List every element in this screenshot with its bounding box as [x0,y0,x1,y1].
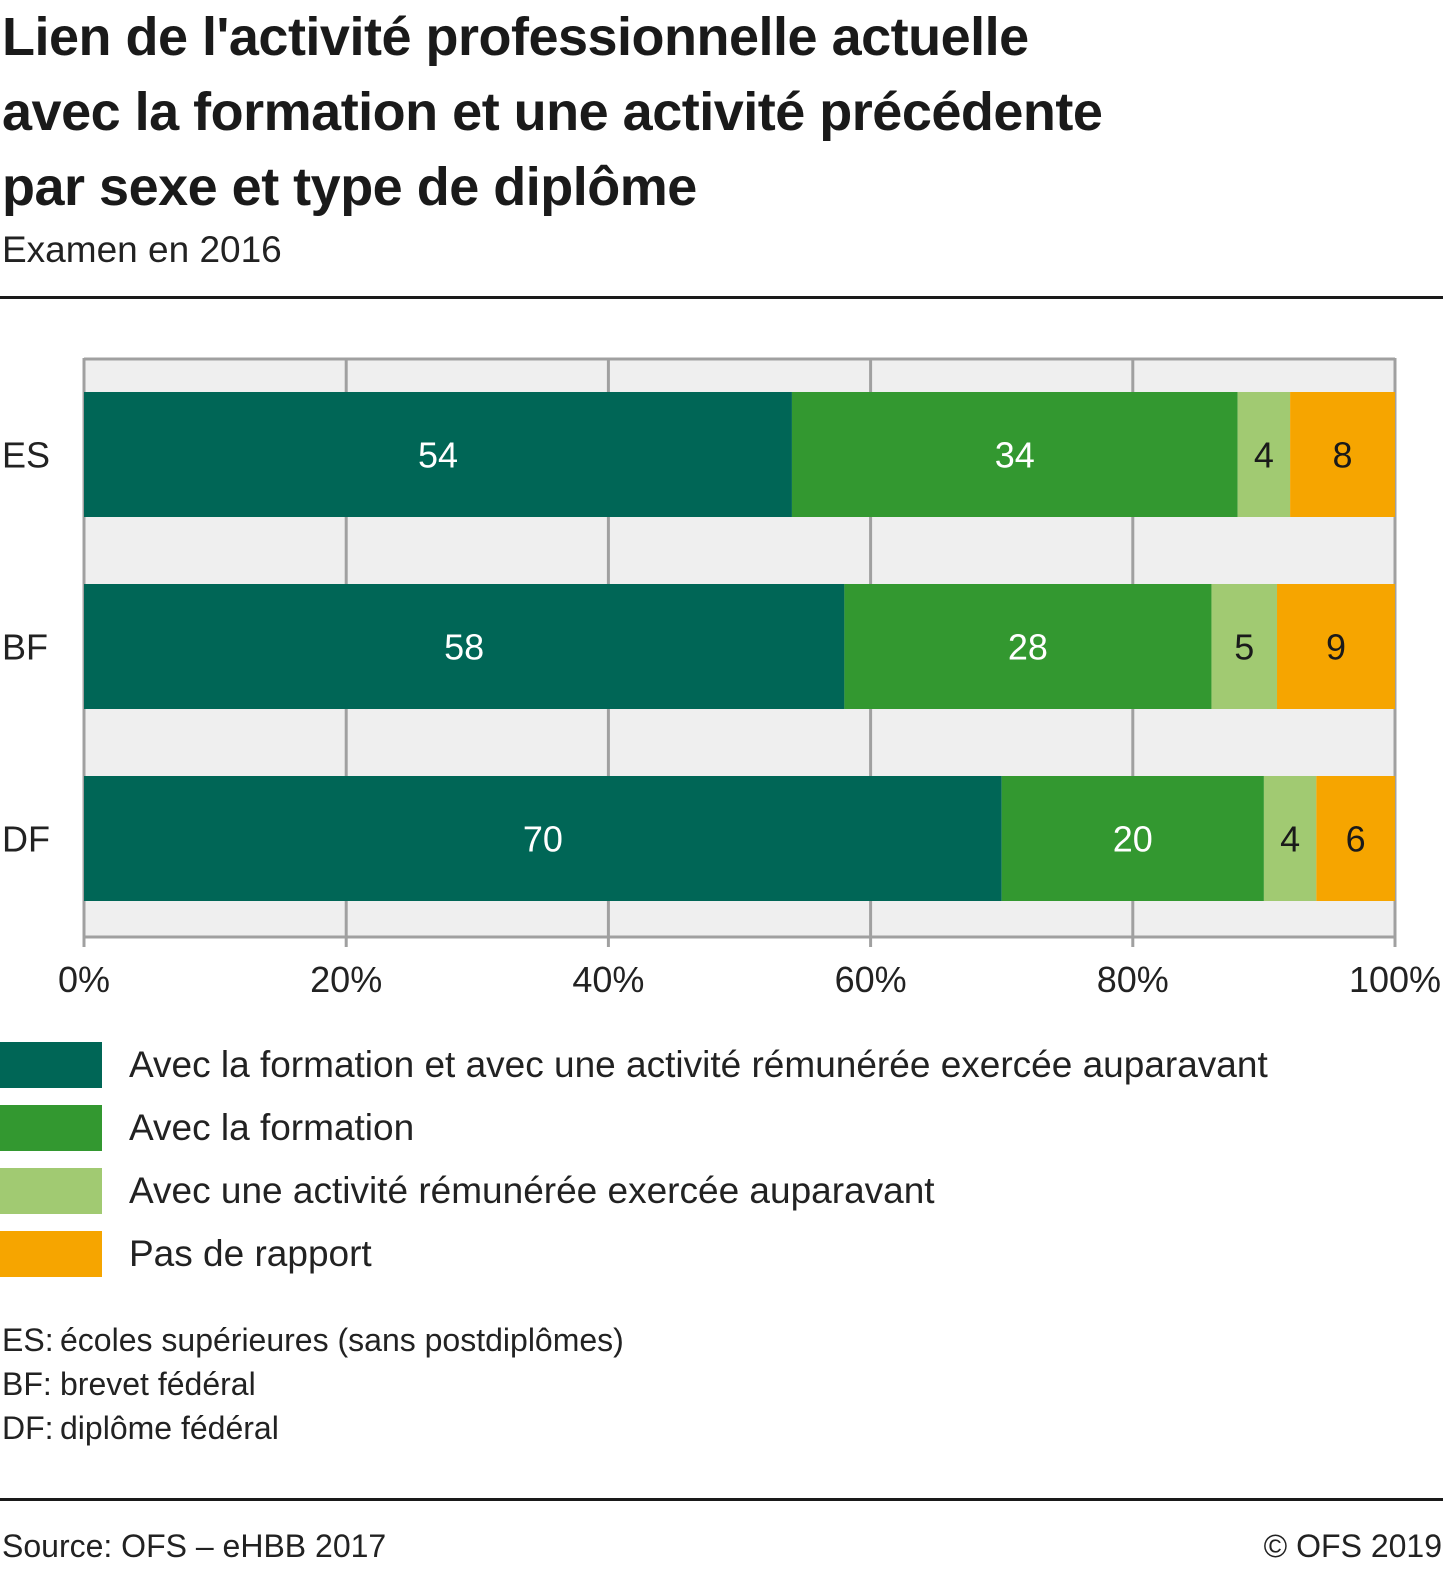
top-divider [0,296,1443,299]
chart-title: Lien de l'activité professionnelle actue… [2,0,1442,225]
chart-subtitle: Examen en 2016 [2,229,282,270]
title-line-1: Lien de l'activité professionnelle actue… [2,7,1029,67]
bar-segment-bf-2 [844,584,1212,709]
x-tick-label: 20% [310,959,382,1000]
note-es: ES: écoles supérieures (sans postdiplômes… [2,1318,624,1362]
x-tick-label: 100% [1349,959,1441,1000]
legend-label-1: Avec la formation et avec une activité r… [129,1044,1268,1085]
source-text: Source: OFS – eHBB 2017 [2,1528,387,1564]
bottom-divider [0,1498,1443,1501]
data-label: 70 [523,819,563,860]
bar-segment-es-3 [1237,392,1291,517]
data-label: 58 [444,627,484,668]
note-key: BF: [2,1366,52,1402]
category-label-es: ES [2,435,50,476]
category-label-bf: BF [2,627,48,668]
bar-segment-bf-1 [84,584,845,709]
x-axis: 0% 20% 40% 60% 80% 100% [58,959,1441,1000]
data-label: 9 [1326,627,1346,668]
bar-segment-df-2 [1001,776,1264,901]
data-label: 34 [995,435,1035,476]
data-label: 4 [1280,819,1300,860]
bar-segment-es-1 [84,392,792,517]
bars: 54 34 4 8 58 28 5 9 70 20 4 6 [84,392,1395,901]
category-labels: ES BF DF [2,435,50,860]
bar-segment-es-2 [791,392,1238,517]
data-label: 20 [1113,819,1153,860]
data-label: 4 [1254,435,1274,476]
legend-swatch-3 [0,1168,102,1214]
note-text: brevet fédéral [60,1366,256,1402]
bar-segment-es-4 [1290,392,1395,517]
bar-segment-df-4 [1316,776,1395,901]
note-key: ES: [2,1322,54,1358]
x-tick-label: 80% [1097,959,1169,1000]
data-label: 6 [1346,819,1366,860]
x-tick-label: 0% [58,959,110,1000]
legend-swatch-1 [0,1042,102,1088]
category-label-df: DF [2,819,50,860]
legend-swatch-4 [0,1231,102,1277]
title-line-3: par sexe et type de diplôme [2,157,697,217]
legend-swatch-2 [0,1105,102,1151]
abbreviation-notes: ES: écoles supérieures (sans postdiplômes… [2,1318,624,1450]
stacked-bar-chart: 54 34 4 8 58 28 5 9 70 20 4 6 ES BF DF 0% 20% 40% 60% 80%… [2,357,1441,1000]
note-bf: BF: brevet fédéral [2,1362,624,1406]
data-label: 8 [1333,435,1353,476]
data-label: 5 [1234,627,1254,668]
bar-segment-df-3 [1263,776,1317,901]
data-label: 28 [1008,627,1048,668]
legend-label-3: Avec une activité rémunérée exercée aupa… [129,1170,935,1211]
legend-label-2: Avec la formation [129,1107,415,1148]
copyright-text: © OFS 2019 [1263,1528,1442,1564]
bar-segment-df-1 [84,776,1002,901]
title-line-2: avec la formation et une activité précéd… [2,82,1103,142]
note-key: DF: [2,1410,54,1446]
data-label: 54 [418,435,458,476]
note-df: DF: diplôme fédéral [2,1406,624,1450]
x-tick-label: 60% [835,959,907,1000]
bar-segment-bf-3 [1211,584,1278,709]
note-text: diplôme fédéral [60,1410,279,1446]
note-text: écoles supérieures (sans postdiplômes) [60,1322,624,1358]
legend-label-4: Pas de rapport [129,1233,372,1274]
bar-segment-bf-4 [1277,584,1395,709]
x-tick-label: 40% [572,959,644,1000]
